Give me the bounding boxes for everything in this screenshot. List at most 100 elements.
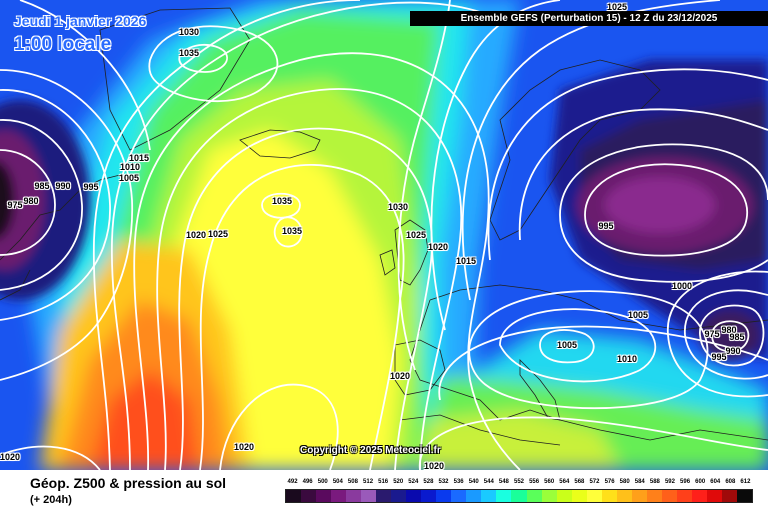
isobar-1020 — [156, 88, 463, 470]
color-scale-swatch — [286, 490, 302, 502]
coastline-europe — [409, 284, 768, 441]
isobar-ne-low-1025 — [397, 0, 451, 371]
date-title: Jeudi 1 janvier 2026 — [14, 13, 147, 29]
isobar-ne-low-1010 — [487, 68, 768, 261]
color-scale-label: 540 — [468, 479, 479, 485]
color-scale-swatch — [691, 490, 707, 502]
color-scale-label: 556 — [529, 479, 540, 485]
pressure-label: 1025 — [405, 230, 427, 240]
color-scale-label: 592 — [664, 479, 675, 485]
color-scale-label: 548 — [498, 479, 509, 485]
zone-west-low-core — [0, 161, 15, 239]
color-scale-label: 528 — [423, 479, 434, 485]
color-scale-swatch — [511, 490, 527, 502]
pressure-label: 1035 — [281, 226, 303, 236]
color-scale-swatch — [736, 490, 752, 502]
color-scale-swatch — [646, 490, 662, 502]
color-scale-swatch — [346, 490, 362, 502]
pressure-label: 1025 — [207, 229, 229, 239]
color-scale-swatch — [541, 490, 557, 502]
isobar-south-1020-b — [419, 416, 768, 470]
color-scale-swatch — [376, 490, 392, 502]
pressure-label: 1020 — [427, 242, 449, 252]
color-scale-swatch — [436, 490, 452, 502]
coastline-north-america — [0, 174, 121, 301]
pressure-label: 990 — [55, 181, 71, 191]
color-scale-labels: 492 496 500 504 508 512 516 520 524 528 532 536 540 5… — [285, 479, 753, 489]
color-scale-label: 604 — [710, 479, 721, 485]
color-scale-label: 580 — [619, 479, 630, 485]
zone-west-low-inner — [0, 130, 45, 270]
color-scale-swatch — [526, 490, 542, 502]
pressure-label: 1035 — [271, 196, 293, 206]
color-scale-bar — [285, 489, 753, 503]
pressure-label: 1020 — [233, 442, 255, 452]
isobar-east-low-3 — [684, 289, 768, 380]
color-scale-swatch — [421, 490, 437, 502]
color-scale-label: 524 — [408, 479, 419, 485]
isobar-sw-1020-b — [0, 445, 101, 470]
isobar-1025 — [178, 127, 433, 470]
zone-purple-low-core — [605, 177, 715, 233]
color-scale-label: 512 — [363, 479, 374, 485]
color-scale-swatch — [331, 490, 347, 502]
color-scale-swatch — [481, 490, 497, 502]
isobar-west-low-1 — [0, 149, 56, 256]
color-scale-swatch — [556, 490, 572, 502]
color-scale-swatch — [316, 490, 332, 502]
isobar-high-1035-core — [261, 192, 301, 219]
copyright-notice: Copyright © 2025 Meteociel.fr — [300, 445, 441, 456]
color-scale-label: 576 — [604, 479, 615, 485]
pressure-label: 1030 — [178, 27, 200, 37]
isobar-west-low-4 — [0, 69, 134, 381]
pressure-label: 985 — [34, 181, 50, 191]
product-title: Géop. Z500 & pression au sol — [30, 475, 227, 491]
isobar-east-low-2 — [699, 304, 765, 367]
pressure-label: 1020 — [0, 452, 21, 462]
color-scale-label: 572 — [589, 479, 600, 485]
color-scale-swatch — [391, 490, 407, 502]
coastline-greenland — [99, 7, 251, 151]
pressure-label: 980 — [23, 196, 39, 206]
color-scale-swatch — [496, 490, 512, 502]
color-scale-label: 596 — [680, 479, 691, 485]
isobars — [0, 0, 768, 470]
zone-cyan-south — [460, 330, 768, 420]
pressure-label: 975 — [704, 329, 720, 339]
pressure-label: 1005 — [118, 173, 140, 183]
pressure-label: 1000 — [671, 281, 693, 291]
pressure-label: 990 — [725, 346, 741, 356]
pressure-label: 995 — [598, 221, 614, 231]
color-scale-swatch — [571, 490, 587, 502]
color-scale-label: 588 — [649, 479, 660, 485]
color-scale-swatch — [406, 490, 422, 502]
pressure-label: 1010 — [119, 162, 141, 172]
color-scale-swatch — [466, 490, 482, 502]
color-scale-swatch — [451, 490, 467, 502]
coastline-ireland — [379, 249, 396, 276]
color-scale-label: 500 — [317, 479, 328, 485]
isobar-west-low-2 — [0, 119, 83, 291]
color-scale-swatch — [676, 490, 692, 502]
legend-footer: Géop. Z500 & pression au sol (+ 204h) 49… — [0, 470, 768, 512]
pressure-label: 995 — [83, 182, 99, 192]
coastline-iberia — [394, 339, 446, 396]
zone-red-orange — [90, 370, 200, 470]
color-scale-swatch — [721, 490, 737, 502]
coastline-scandinavia — [489, 59, 661, 241]
color-scale-swatch — [616, 490, 632, 502]
color-scale-label: 600 — [695, 479, 706, 485]
pressure-label: 1005 — [627, 310, 649, 320]
isobar-1010 — [110, 1, 501, 470]
local-time: 1:00 locale — [14, 34, 112, 55]
isobar-1015 — [133, 52, 521, 470]
isobar-high-1035-b — [273, 216, 303, 248]
isobar-south-1020-a — [438, 325, 768, 401]
coastline-north-africa — [399, 414, 561, 446]
pressure-label: 985 — [729, 332, 745, 342]
color-scale-label: 584 — [634, 479, 645, 485]
color-scale-label: 544 — [483, 479, 494, 485]
color-scale-label: 564 — [559, 479, 570, 485]
isobar-west-low-5 — [19, 0, 151, 151]
low-pressure-shading — [0, 60, 768, 360]
